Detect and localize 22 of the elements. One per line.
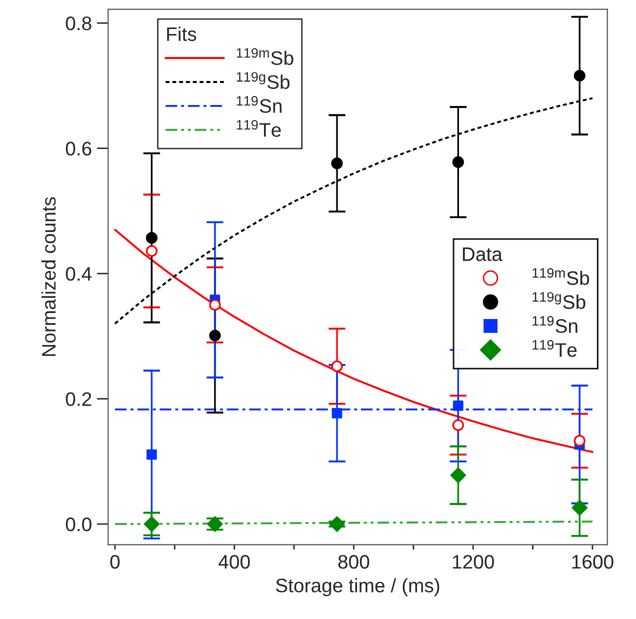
legend-label: $^{119}$Te	[532, 340, 577, 357]
y-axis-title: Normalized counts	[41, 197, 56, 356]
text: Fits	[167, 26, 196, 42]
y-tick-label: 0.0	[66, 518, 92, 532]
legend-label: $^{119m}$Sb	[532, 268, 590, 286]
legend-label: $^{119g}$Sb	[532, 292, 586, 309]
x-tick-label: 800	[338, 554, 370, 569]
y-tick-label: 0.2	[66, 392, 92, 406]
legend-label: $^{119}$Te	[236, 120, 281, 137]
legend-label: $^{119g}$Sb	[236, 72, 290, 89]
x-tick-label: 400	[218, 554, 250, 569]
x-tick-label: 1200	[452, 554, 494, 569]
x-tick-label: 0	[110, 554, 120, 569]
legend-label: $^{119m}$Sb	[236, 48, 294, 65]
legend-label: $^{119}$Sn	[532, 316, 578, 333]
x-axis-title: Storage time / (ms)	[276, 578, 440, 596]
y-tick-label: 0.8	[66, 16, 92, 30]
y-tick-label: 0.4	[66, 267, 92, 281]
text: Data	[462, 248, 502, 262]
y-tick-label: 0.6	[66, 142, 92, 156]
x-tick-label: 1600	[572, 554, 614, 569]
legend-label: $^{119}$Sn	[236, 96, 282, 113]
